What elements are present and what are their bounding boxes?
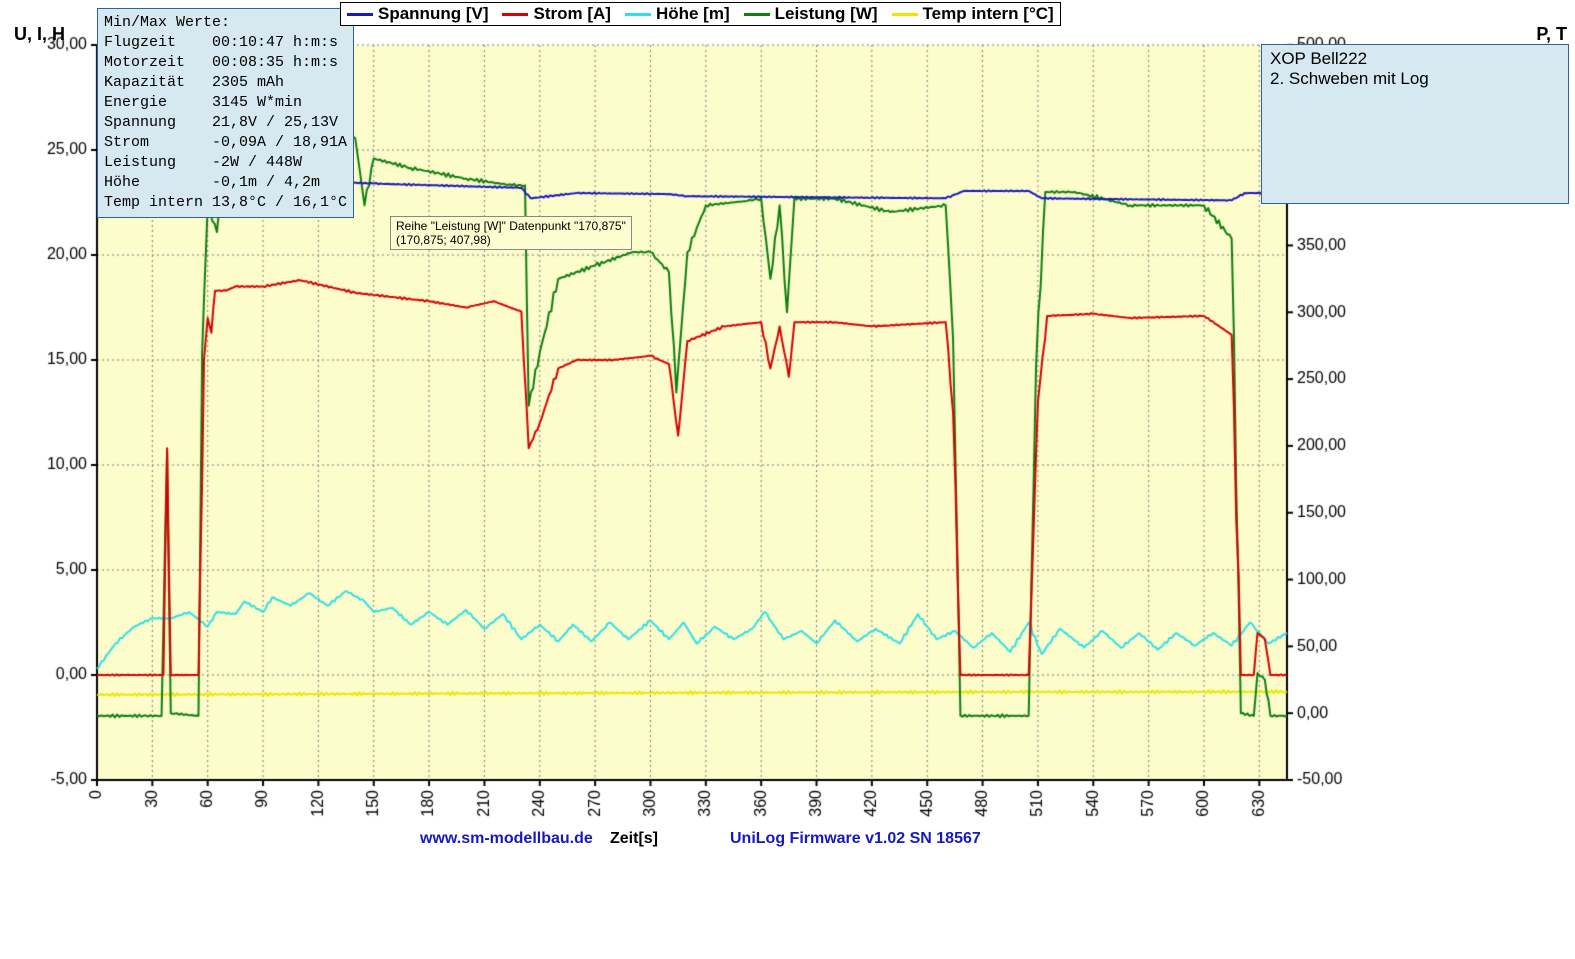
legend-item: Temp intern [°C]	[892, 4, 1054, 24]
tooltip-line: Reihe "Leistung [W]" Datenpunkt "170,875…	[396, 219, 626, 233]
datapoint-tooltip: Reihe "Leistung [W]" Datenpunkt "170,875…	[390, 216, 632, 250]
note-line: XOP Bell222	[1270, 49, 1560, 69]
stats-panel: Min/Max Werte: Flugzeit 00:10:47 h:m:s M…	[97, 8, 354, 218]
footer-url[interactable]: www.sm-modellbau.de	[420, 830, 593, 848]
right-axis-title: P, T	[1536, 24, 1567, 45]
left-axis-title: U, I, H	[14, 24, 65, 45]
note-line: 2. Schweben mit Log	[1270, 69, 1560, 89]
legend-item: Spannung [V]	[347, 4, 488, 24]
tooltip-line: (170,875; 407,98)	[396, 233, 626, 247]
note-panel: XOP Bell222 2. Schweben mit Log	[1261, 44, 1569, 204]
legend-item: Leistung [W]	[744, 4, 878, 24]
footer-firmware: UniLog Firmware v1.02 SN 18567	[730, 830, 981, 848]
x-axis-title: Zeit[s]	[610, 830, 658, 848]
legend: Spannung [V] Strom [A] Höhe [m] Leistung [W…	[340, 2, 1061, 26]
legend-item: Höhe [m]	[625, 4, 730, 24]
legend-item: Strom [A]	[502, 4, 610, 24]
